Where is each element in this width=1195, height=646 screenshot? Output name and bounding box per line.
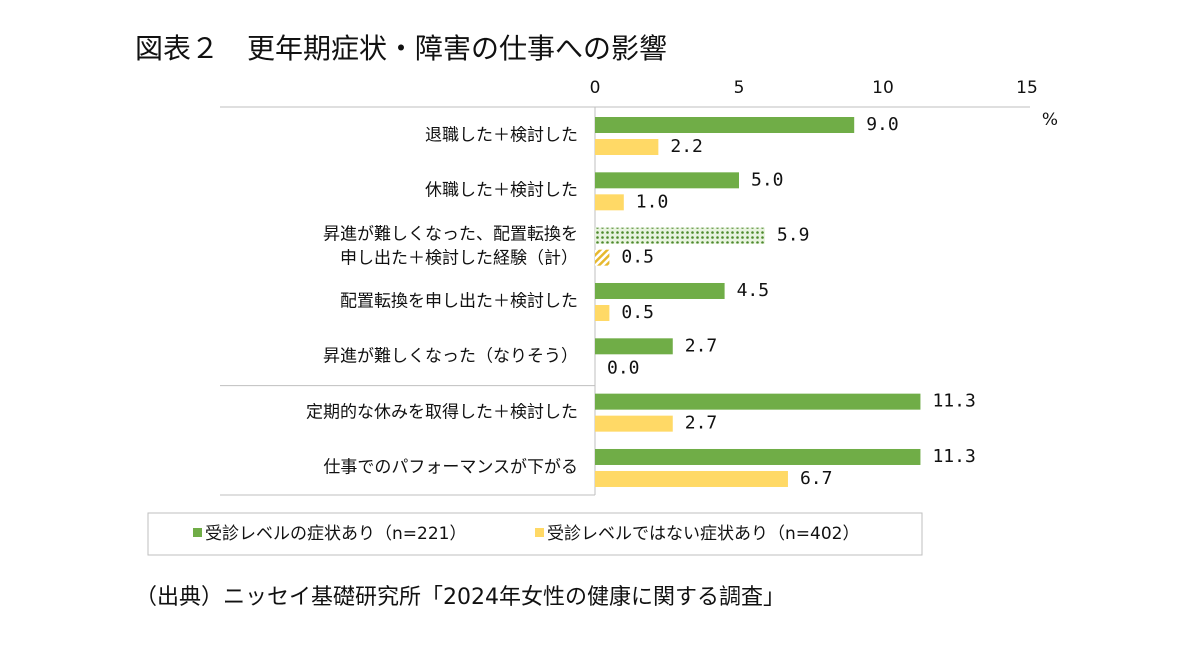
category-label: 休職した＋検討した xyxy=(425,181,578,202)
bar xyxy=(595,249,610,266)
legend-label: 受診レベルではない症状あり（n=402） xyxy=(547,524,859,544)
x-tick-label: 5 xyxy=(734,78,745,98)
value-label: 11.3 xyxy=(932,391,975,412)
bar xyxy=(595,448,921,465)
value-label: 2.7 xyxy=(685,335,718,356)
bar xyxy=(595,227,765,244)
bar xyxy=(595,194,624,211)
bar xyxy=(595,415,673,432)
category-label: 昇進が難しくなった（なりそう） xyxy=(323,346,578,367)
value-label: 0.5 xyxy=(621,247,654,268)
category-label: 定期的な休みを取得した＋検討した xyxy=(306,402,578,423)
bar xyxy=(595,470,788,487)
bar xyxy=(595,282,725,299)
source-note: （出典）ニッセイ基礎研究所「2024年女性の健康に関する調査」 xyxy=(135,585,785,610)
unit-label: % xyxy=(1042,110,1058,130)
value-label: 2.7 xyxy=(685,413,718,434)
bar xyxy=(595,304,610,321)
x-tick-label: 10 xyxy=(872,78,894,98)
category-label: 昇進が難しくなった、配置転換を 申し出た＋検討した経験（計） xyxy=(323,224,578,269)
value-label: 5.9 xyxy=(777,225,810,246)
bar xyxy=(595,139,659,155)
value-label: 11.3 xyxy=(932,446,975,467)
value-label: 9.0 xyxy=(866,114,899,135)
legend-label: 受診レベルの症状あり（n=221） xyxy=(205,524,466,544)
bar xyxy=(595,117,855,133)
value-label: 4.5 xyxy=(737,280,770,301)
bar xyxy=(595,393,921,410)
bar xyxy=(595,338,673,355)
legend-swatch xyxy=(535,528,544,537)
bar xyxy=(595,172,739,189)
legend-swatch xyxy=(193,528,202,537)
value-label: 0.5 xyxy=(621,302,654,323)
legend-box xyxy=(147,512,923,556)
value-label: 6.7 xyxy=(800,468,833,489)
value-label: 5.0 xyxy=(751,169,784,190)
value-label: 1.0 xyxy=(636,191,669,212)
value-label: 0.0 xyxy=(607,357,640,378)
category-label: 仕事でのパフォーマンスが下がる xyxy=(323,457,578,478)
x-tick-label: 15 xyxy=(1016,78,1038,98)
chart-title: 図表２ 更年期症状・障害の仕事への影響 xyxy=(135,32,667,65)
x-tick-label: 0 xyxy=(590,78,601,98)
category-label: 退職した＋検討した xyxy=(425,125,578,146)
value-label: 2.2 xyxy=(670,136,703,157)
category-label: 配置転換を申し出た＋検討した xyxy=(340,291,578,312)
